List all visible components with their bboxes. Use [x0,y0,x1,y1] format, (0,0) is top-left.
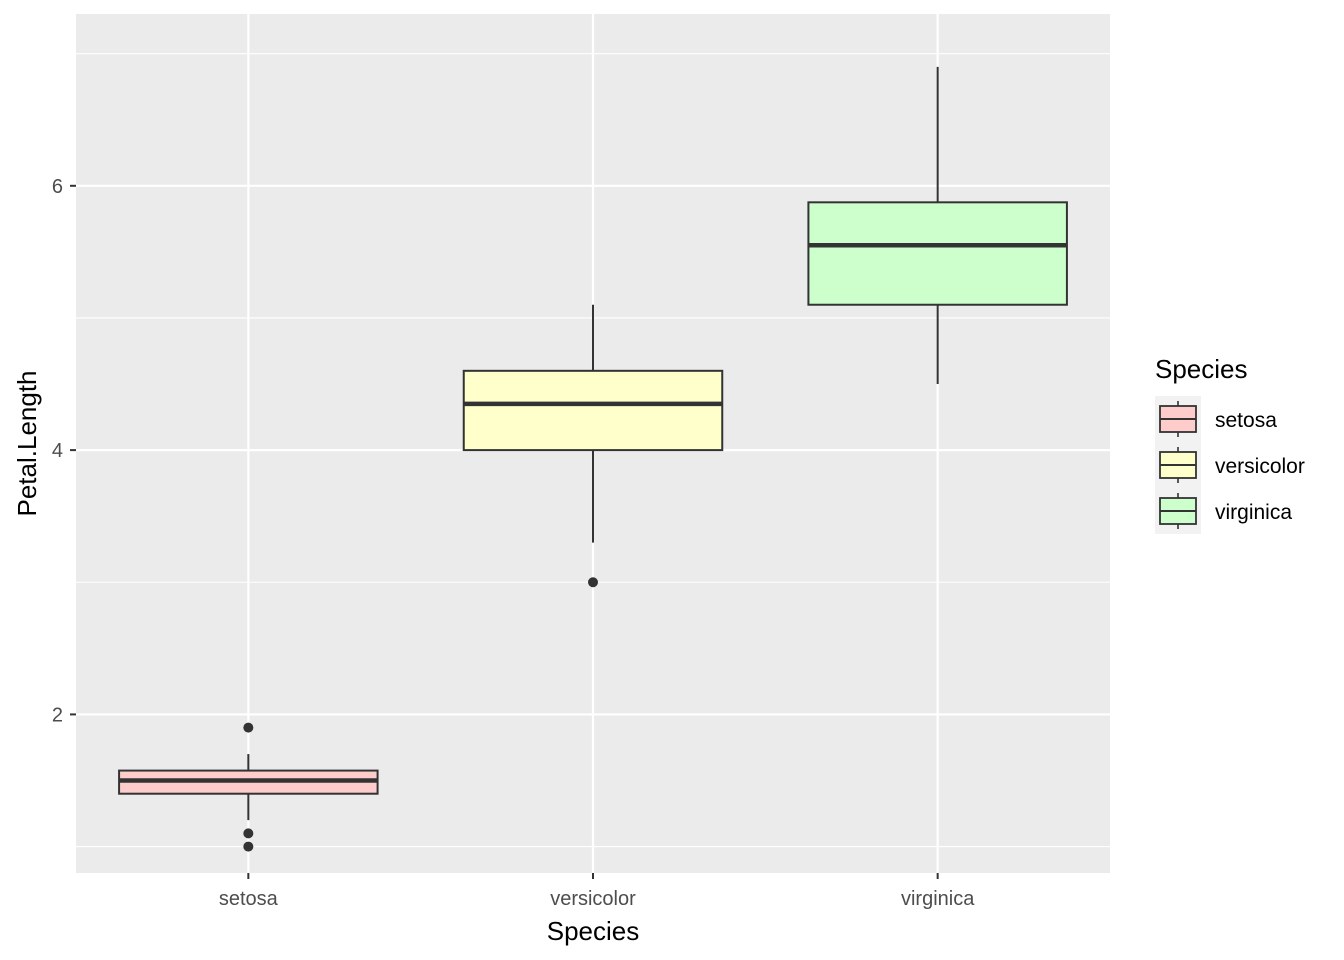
x-tick-label: setosa [219,888,279,910]
legend-label: versicolor [1215,455,1305,478]
y-tick-label: 4 [52,440,63,462]
box-setosa [118,722,379,852]
legend-label: virginica [1215,501,1292,524]
outlier-point [588,577,598,588]
x-axis-title: Species [547,916,640,946]
outlier-point [243,841,254,852]
legend-item-virginica: virginica [1159,493,1292,529]
y-tick-label: 6 [52,176,63,198]
legend-title: Species [1155,354,1248,384]
y-tick-label: 2 [52,704,63,726]
y-axis-title: Petal.Length [12,370,42,516]
legend-label: setosa [1215,409,1277,432]
x-tick-label: virginica [901,888,975,910]
axes: 2 4 6 setosa versicolor virginica [52,176,975,910]
box-versicolor [462,304,724,588]
box-series [118,66,1068,852]
box-virginica [807,66,1068,385]
legend-item-setosa: setosa [1159,401,1277,437]
legend-item-versicolor: versicolor [1159,447,1305,483]
iqr-box [462,369,724,452]
outlier-point [243,722,254,733]
legend: Species setosa versicolor virginica [1155,354,1305,534]
iqr-box [807,201,1068,306]
x-tick-label: versicolor [550,888,636,910]
outlier-point [243,828,254,839]
